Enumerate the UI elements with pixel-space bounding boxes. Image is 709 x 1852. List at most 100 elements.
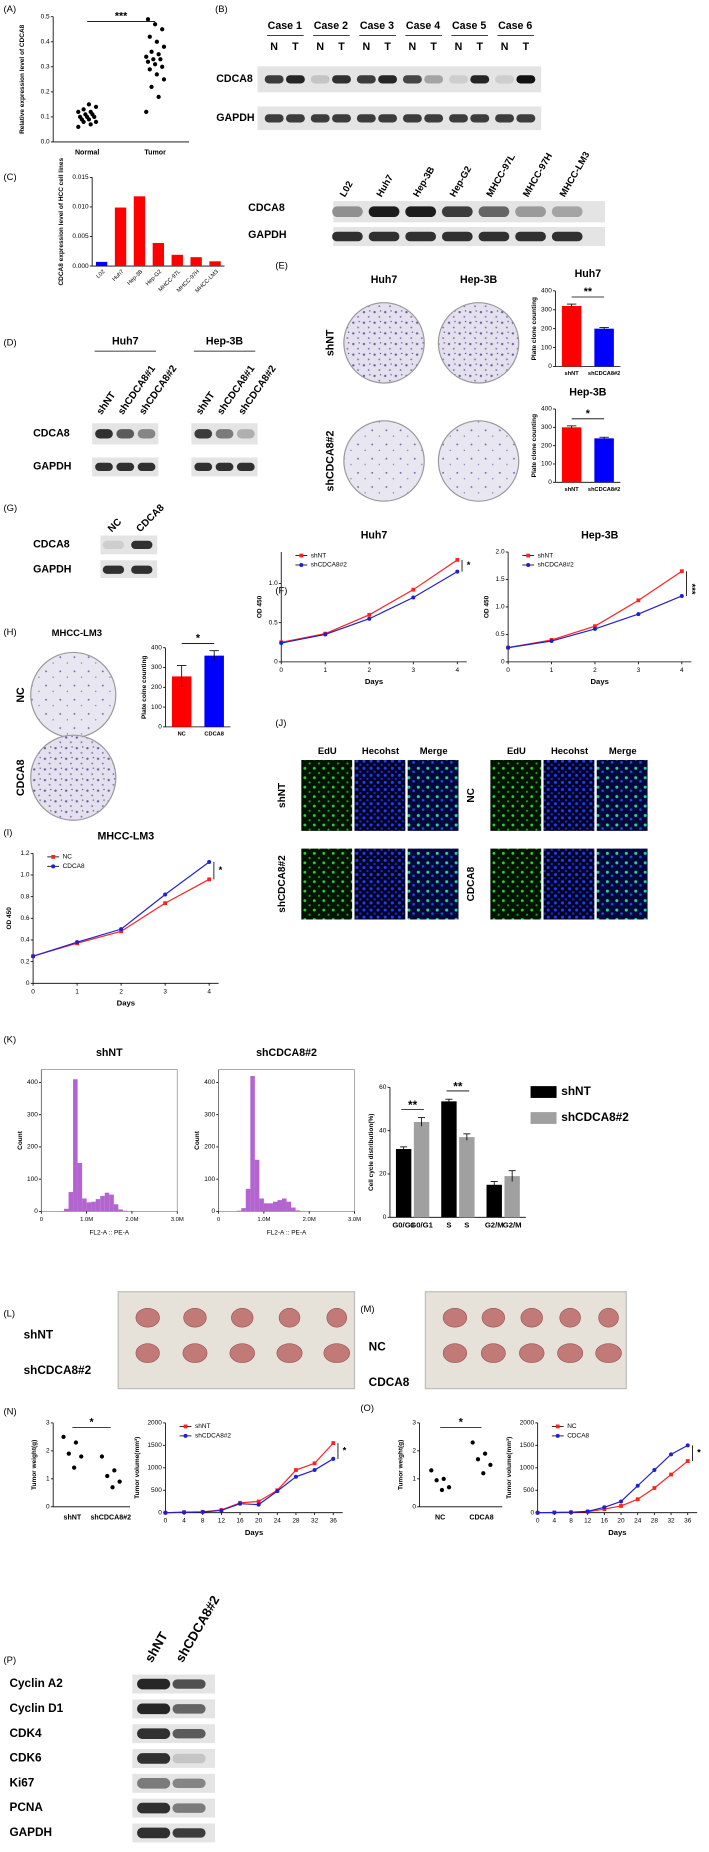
x-tick-label: 28: [292, 1518, 300, 1525]
tumor-photo: [424, 1291, 627, 1390]
panel-label: (I): [4, 828, 13, 839]
y-tick-label: 1.5: [496, 576, 505, 583]
bar: [486, 1184, 502, 1218]
tumor: [229, 1343, 255, 1363]
y-tick-label: 2000: [147, 1420, 162, 1427]
legend-label: shNT: [195, 1423, 211, 1430]
data-point: [200, 1510, 205, 1515]
blot-band: [405, 206, 437, 217]
data-point: [238, 1501, 243, 1506]
y-tick-label: 0.000: [72, 263, 89, 270]
y-tick-label: 1: [412, 1476, 416, 1483]
blot-band: [137, 1728, 171, 1739]
significance: *: [196, 633, 201, 645]
panel-label: (D): [4, 337, 17, 348]
blot-band: [310, 114, 330, 123]
data-point: [669, 1452, 674, 1457]
tumor-photo: [117, 1291, 356, 1390]
x-axis-title: FL2-A :: PE-A: [267, 1229, 307, 1236]
bar: [441, 1101, 457, 1218]
data-point: [455, 557, 460, 562]
significance: *: [467, 560, 471, 571]
row-label: shCDCA8#2: [24, 1363, 92, 1377]
y-tick-label: 400: [151, 644, 162, 651]
data-point: [475, 1457, 481, 1462]
tumor: [595, 1343, 622, 1363]
legend-label: shCDCA8#2: [311, 562, 347, 569]
data-point: [279, 641, 284, 646]
data-line: [537, 1444, 689, 1514]
legend-label: CDCA8: [63, 863, 85, 870]
blot-band: [449, 114, 468, 123]
row-label: CDCA8: [33, 539, 70, 551]
x-tick-label: 8: [201, 1518, 205, 1525]
blot-membrane: [257, 106, 542, 131]
row-label: NC: [466, 788, 477, 803]
x-tick-label: 8: [569, 1518, 573, 1525]
data-point: [86, 102, 92, 107]
blot-band: [131, 565, 153, 574]
tumor: [480, 1343, 506, 1363]
x-tick-label: NC: [435, 1513, 445, 1521]
tumor: [276, 1343, 303, 1363]
tumor: [135, 1307, 160, 1328]
data-point: [160, 64, 165, 69]
x-tick-label: S: [446, 1221, 451, 1230]
y-tick-label: 2000: [520, 1420, 535, 1427]
blot-band: [116, 462, 135, 472]
blot-band: [172, 1728, 206, 1739]
blot-band: [137, 429, 156, 439]
bar: [459, 1137, 475, 1218]
lane-label: T: [338, 41, 345, 53]
x-tick-label: Huh7: [112, 269, 126, 283]
data-point: [506, 645, 511, 650]
legend-marker: [183, 1433, 188, 1438]
y-axis-title: Plate clone counting: [531, 414, 538, 477]
row-label: shCDCA8#2: [325, 431, 337, 492]
blot-band: [95, 429, 113, 439]
blot-band: [310, 75, 330, 84]
data-point: [434, 1478, 439, 1483]
y-tick-label: 200: [204, 1144, 215, 1151]
blot-band: [441, 231, 473, 242]
data-point: [619, 1504, 623, 1508]
y-tick-label: 60: [379, 1084, 387, 1091]
y-tick-label: 40: [379, 1127, 387, 1134]
bar: [204, 655, 224, 727]
column-label: Hecohst: [551, 746, 589, 757]
histogram-bar: [91, 1201, 96, 1212]
column-label: Hep-3B: [460, 274, 498, 286]
y-axis-title: Tumor weight(g): [31, 1440, 38, 1490]
data-point: [552, 1510, 557, 1515]
bar: [561, 305, 582, 367]
data-point: [76, 109, 81, 115]
blot-band: [470, 114, 490, 123]
legend-marker: [555, 1424, 560, 1429]
chart-title: Hep-3B: [569, 386, 607, 398]
y-tick-label: 500: [523, 1487, 534, 1494]
blot-membrane: [100, 535, 158, 555]
blot-band: [551, 206, 583, 217]
tumor: [442, 1307, 468, 1328]
y-tick-label: 400: [27, 1079, 38, 1086]
y-axis-title: OD 450: [484, 595, 491, 618]
blot-band: [402, 75, 422, 84]
blot-band: [285, 75, 305, 84]
x-tick-label: 0: [31, 988, 35, 995]
row-label: CDCA8: [15, 759, 27, 796]
blot-band: [424, 75, 444, 84]
y-tick-label: 0: [211, 1208, 215, 1215]
x-tick-label: 2.0M: [125, 1217, 138, 1223]
blot-band: [172, 1803, 206, 1813]
y-tick-label: 0: [46, 1504, 50, 1511]
y-tick-label: 0: [548, 479, 552, 486]
colony-plate: [437, 302, 520, 384]
image-title: MHCC-LM3: [52, 628, 102, 639]
data-point: [76, 124, 81, 130]
blot-band: [172, 1828, 206, 1838]
lane-label: N: [409, 41, 417, 53]
y-tick-label: 1000: [520, 1465, 535, 1472]
microscopy-image: [596, 759, 648, 831]
data-line: [281, 559, 458, 643]
significance: *: [586, 408, 591, 420]
